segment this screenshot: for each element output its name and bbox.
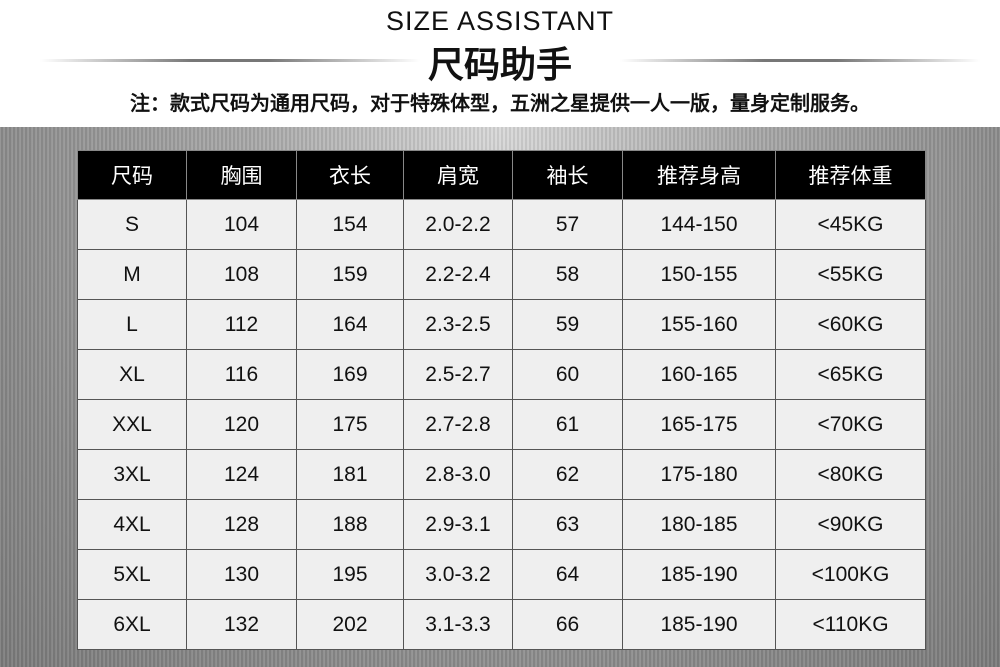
cell-weight: <65KG (775, 349, 926, 400)
cell-shoulder: 2.8-3.0 (403, 449, 513, 500)
table-row: XL 116 169 2.5-2.7 60 160-165 <65KG (77, 349, 926, 400)
cell-chest: 120 (186, 399, 297, 450)
column-header-length: 衣长 (296, 150, 404, 200)
cell-length: 188 (296, 499, 404, 550)
cell-height: 155-160 (622, 299, 776, 350)
cell-size: 4XL (77, 499, 187, 550)
table-row: XXL 120 175 2.7-2.8 61 165-175 <70KG (77, 399, 926, 450)
cell-sleeve: 58 (512, 249, 623, 300)
cell-size: 5XL (77, 549, 187, 600)
cell-chest: 104 (186, 199, 297, 250)
cell-shoulder: 2.7-2.8 (403, 399, 513, 450)
cell-length: 195 (296, 549, 404, 600)
cell-length: 169 (296, 349, 404, 400)
cell-shoulder: 3.1-3.3 (403, 599, 513, 650)
cell-height: 185-190 (622, 549, 776, 600)
size-table: 尺码 胸围 衣长 肩宽 袖长 推荐身高 推荐体重 S 104 154 2.0-2.2 57 144-1… (77, 150, 926, 650)
cell-size: L (77, 299, 187, 350)
cell-shoulder: 2.5-2.7 (403, 349, 513, 400)
cell-shoulder: 2.2-2.4 (403, 249, 513, 300)
size-note: 注：款式尺码为通用尺码，对于特殊体型，五洲之星提供一人一版，量身定制服务。 (130, 91, 870, 115)
table-row: 3XL 124 181 2.8-3.0 62 175-180 <80KG (77, 449, 926, 500)
cell-weight: <60KG (775, 299, 926, 350)
table-row: 5XL 130 195 3.0-3.2 64 185-190 <100KG (77, 549, 926, 600)
cell-length: 181 (296, 449, 404, 500)
cell-size: S (77, 199, 187, 250)
cell-shoulder: 2.3-2.5 (403, 299, 513, 350)
column-header-height: 推荐身高 (622, 150, 776, 200)
table-header-row: 尺码 胸围 衣长 肩宽 袖长 推荐身高 推荐体重 (77, 150, 926, 200)
cell-shoulder: 3.0-3.2 (403, 549, 513, 600)
cell-height: 185-190 (622, 599, 776, 650)
title-cn: 尺码助手 (427, 44, 572, 86)
cell-height: 180-185 (622, 499, 776, 550)
cell-chest: 132 (186, 599, 297, 650)
cell-chest: 128 (186, 499, 297, 550)
cell-weight: <90KG (775, 499, 926, 550)
cell-sleeve: 60 (512, 349, 623, 400)
cell-sleeve: 59 (512, 299, 623, 350)
column-header-shoulder: 肩宽 (403, 150, 513, 200)
table-row: L 112 164 2.3-2.5 59 155-160 <60KG (77, 299, 926, 350)
cell-chest: 130 (186, 549, 297, 600)
table-row: 6XL 132 202 3.1-3.3 66 185-190 <110KG (77, 599, 926, 650)
column-header-weight: 推荐体重 (775, 150, 926, 200)
cell-chest: 124 (186, 449, 297, 500)
table-row: M 108 159 2.2-2.4 58 150-155 <55KG (77, 249, 926, 300)
cell-size: 3XL (77, 449, 187, 500)
divider-left (40, 59, 420, 62)
cell-height: 175-180 (622, 449, 776, 500)
cell-size: 6XL (77, 599, 187, 650)
cell-sleeve: 63 (512, 499, 623, 550)
cell-height: 165-175 (622, 399, 776, 450)
title-en: SIZE ASSISTANT (385, 6, 615, 36)
cell-sleeve: 62 (512, 449, 623, 500)
cell-height: 150-155 (622, 249, 776, 300)
divider-right (620, 59, 980, 62)
cell-size: XL (77, 349, 187, 400)
column-header-size: 尺码 (77, 150, 187, 200)
column-header-chest: 胸围 (186, 150, 297, 200)
title-cn-row: 尺码助手 (0, 38, 1000, 86)
column-header-sleeve: 袖长 (512, 150, 623, 200)
cell-weight: <55KG (775, 249, 926, 300)
cell-weight: <45KG (775, 199, 926, 250)
cell-sleeve: 66 (512, 599, 623, 650)
cell-length: 202 (296, 599, 404, 650)
title-area: SIZE ASSISTANT 尺码助手 注：款式尺码为通用尺码，对于特殊体型，五… (0, 0, 1000, 127)
cell-size: XXL (77, 399, 187, 450)
cell-size: M (77, 249, 187, 300)
cell-shoulder: 2.0-2.2 (403, 199, 513, 250)
cell-chest: 116 (186, 349, 297, 400)
cell-length: 164 (296, 299, 404, 350)
cell-length: 154 (296, 199, 404, 250)
cell-chest: 112 (186, 299, 297, 350)
table-row: 4XL 128 188 2.9-3.1 63 180-185 <90KG (77, 499, 926, 550)
cell-sleeve: 57 (512, 199, 623, 250)
table-row: S 104 154 2.0-2.2 57 144-150 <45KG (77, 199, 926, 250)
cell-weight: <110KG (775, 599, 926, 650)
cell-height: 160-165 (622, 349, 776, 400)
cell-chest: 108 (186, 249, 297, 300)
cell-length: 159 (296, 249, 404, 300)
cell-length: 175 (296, 399, 404, 450)
cell-sleeve: 64 (512, 549, 623, 600)
cell-weight: <100KG (775, 549, 926, 600)
cell-sleeve: 61 (512, 399, 623, 450)
cell-weight: <80KG (775, 449, 926, 500)
cell-shoulder: 2.9-3.1 (403, 499, 513, 550)
cell-height: 144-150 (622, 199, 776, 250)
cell-weight: <70KG (775, 399, 926, 450)
